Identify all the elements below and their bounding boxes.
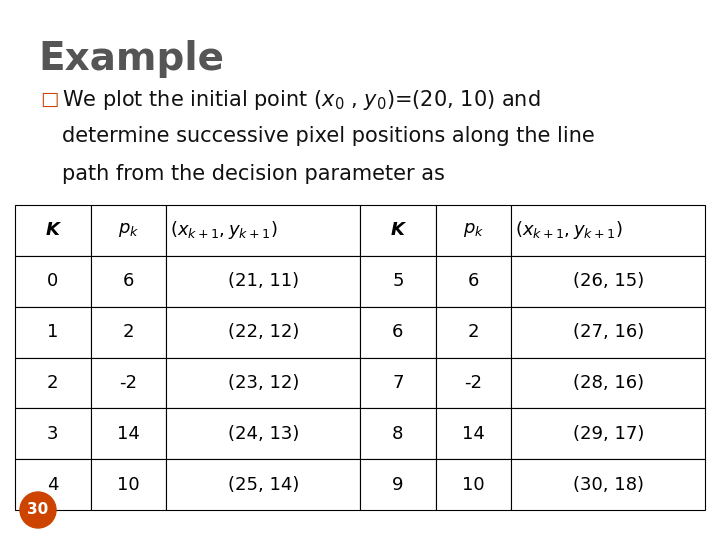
Bar <box>360 357 436 408</box>
Bar <box>15 459 91 510</box>
Circle shape <box>20 492 56 528</box>
Text: K: K <box>46 221 60 239</box>
Text: 5: 5 <box>392 272 404 291</box>
Bar <box>91 256 166 307</box>
Text: 6: 6 <box>468 272 480 291</box>
Text: 6: 6 <box>123 272 135 291</box>
Text: 7: 7 <box>392 374 404 392</box>
Text: 30: 30 <box>27 503 49 517</box>
Text: 3: 3 <box>47 425 58 443</box>
Bar <box>511 357 705 408</box>
Bar <box>91 205 166 256</box>
Bar <box>511 256 705 307</box>
Text: (24, 13): (24, 13) <box>228 425 299 443</box>
Bar <box>360 307 436 357</box>
Text: $(x_{k+1}, y_{k+1})$: $(x_{k+1}, y_{k+1})$ <box>516 219 623 241</box>
Bar <box>166 307 360 357</box>
Bar <box>511 205 705 256</box>
Text: -2: -2 <box>464 374 482 392</box>
Text: 2: 2 <box>47 374 58 392</box>
Bar <box>360 408 436 459</box>
Bar <box>15 357 91 408</box>
Bar <box>15 307 91 357</box>
Bar <box>360 205 436 256</box>
Text: 2: 2 <box>123 323 135 341</box>
Text: 6: 6 <box>392 323 403 341</box>
Bar <box>360 459 436 510</box>
Text: K: K <box>391 221 405 239</box>
Text: (26, 15): (26, 15) <box>572 272 644 291</box>
Text: -2: -2 <box>120 374 138 392</box>
Bar <box>166 256 360 307</box>
Text: 10: 10 <box>462 476 485 494</box>
Bar <box>166 459 360 510</box>
Bar <box>15 408 91 459</box>
Text: Example: Example <box>38 40 224 78</box>
Bar <box>511 408 705 459</box>
Text: $(x_{k+1}, y_{k+1})$: $(x_{k+1}, y_{k+1})$ <box>171 219 278 241</box>
Bar <box>436 357 511 408</box>
Bar <box>360 256 436 307</box>
Text: (30, 18): (30, 18) <box>572 476 644 494</box>
Text: $p_k$: $p_k$ <box>118 221 139 239</box>
Text: (29, 17): (29, 17) <box>572 425 644 443</box>
Text: 9: 9 <box>392 476 404 494</box>
Bar <box>436 205 511 256</box>
Bar <box>166 205 360 256</box>
Bar <box>15 256 91 307</box>
Text: $p_k$: $p_k$ <box>463 221 484 239</box>
Bar <box>511 459 705 510</box>
Text: determine successive pixel positions along the line: determine successive pixel positions alo… <box>62 126 595 146</box>
Text: 10: 10 <box>117 476 140 494</box>
Text: (27, 16): (27, 16) <box>572 323 644 341</box>
Bar <box>91 307 166 357</box>
Bar <box>511 307 705 357</box>
Text: (25, 14): (25, 14) <box>228 476 299 494</box>
Bar <box>436 459 511 510</box>
Bar <box>436 256 511 307</box>
Text: □: □ <box>40 90 58 109</box>
Bar <box>91 408 166 459</box>
Text: 8: 8 <box>392 425 403 443</box>
Text: (28, 16): (28, 16) <box>572 374 644 392</box>
Bar <box>166 357 360 408</box>
Text: 2: 2 <box>468 323 480 341</box>
Bar <box>91 357 166 408</box>
Text: (23, 12): (23, 12) <box>228 374 299 392</box>
Text: We plot the initial point ($x_0$ , $y_0$)=(20, 10) and: We plot the initial point ($x_0$ , $y_0$… <box>62 88 541 112</box>
Bar <box>436 307 511 357</box>
Bar <box>166 408 360 459</box>
Text: 1: 1 <box>48 323 58 341</box>
Text: 14: 14 <box>117 425 140 443</box>
Text: (22, 12): (22, 12) <box>228 323 299 341</box>
Text: 4: 4 <box>47 476 58 494</box>
Text: 14: 14 <box>462 425 485 443</box>
Bar <box>15 205 91 256</box>
Bar <box>436 408 511 459</box>
Text: (21, 11): (21, 11) <box>228 272 299 291</box>
Text: path from the decision parameter as: path from the decision parameter as <box>62 164 445 184</box>
Bar <box>91 459 166 510</box>
Text: 0: 0 <box>48 272 58 291</box>
